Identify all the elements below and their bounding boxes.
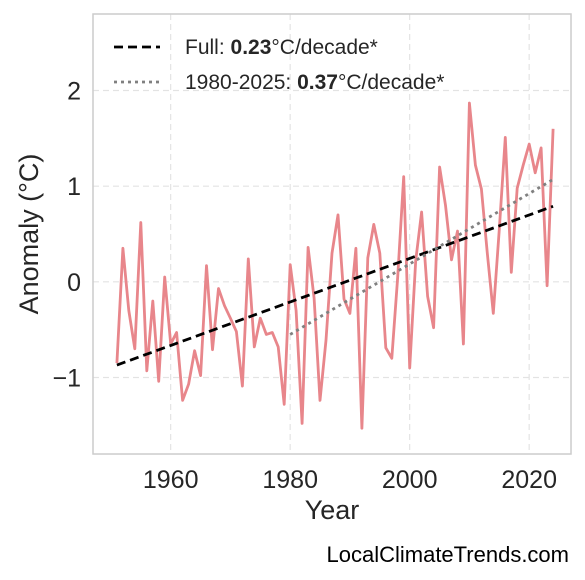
trendline-full (116, 204, 554, 367)
y-ticks: −1 0 1 2 (52, 78, 81, 393)
legend-value-full: 0.23 (231, 36, 272, 59)
x-tick-label: 2000 (382, 466, 438, 494)
y-tick-label: −1 (52, 364, 81, 392)
x-axis-title: Year (305, 495, 360, 525)
legend: Full: 0.23°C/decade* 1980-2025: 0.37°C/d… (114, 36, 444, 94)
y-tick-label: 2 (67, 78, 81, 106)
legend-value-recent: 0.37 (297, 71, 338, 94)
x-ticks: 1960 1980 2000 2020 (143, 466, 557, 494)
y-tick-label: 1 (67, 173, 81, 201)
legend-label-full: Full: 0.23°C/decade* (185, 36, 378, 59)
trend-layer (116, 178, 554, 367)
trendline-recent (289, 178, 554, 336)
x-tick-label: 1980 (262, 466, 318, 494)
plot-frame (92, 13, 572, 455)
grid (93, 14, 571, 454)
x-tick-label: 2020 (501, 466, 557, 494)
legend-label-recent-prefix: 1980-2025: (185, 71, 297, 94)
series-layer (115, 101, 555, 430)
series-line-anomaly (115, 101, 555, 430)
source-watermark: LocalClimateTrends.com (326, 542, 570, 567)
legend-label-full-prefix: Full: (185, 36, 231, 59)
legend-unit-full: °C/decade* (271, 36, 377, 59)
y-tick-label: 0 (67, 269, 81, 297)
x-tick-label: 1960 (143, 466, 199, 494)
legend-unit-recent: °C/decade* (338, 71, 444, 94)
y-axis-title: Anomaly (°C) (14, 154, 44, 315)
legend-label-recent: 1980-2025: 0.37°C/decade* (185, 71, 444, 94)
